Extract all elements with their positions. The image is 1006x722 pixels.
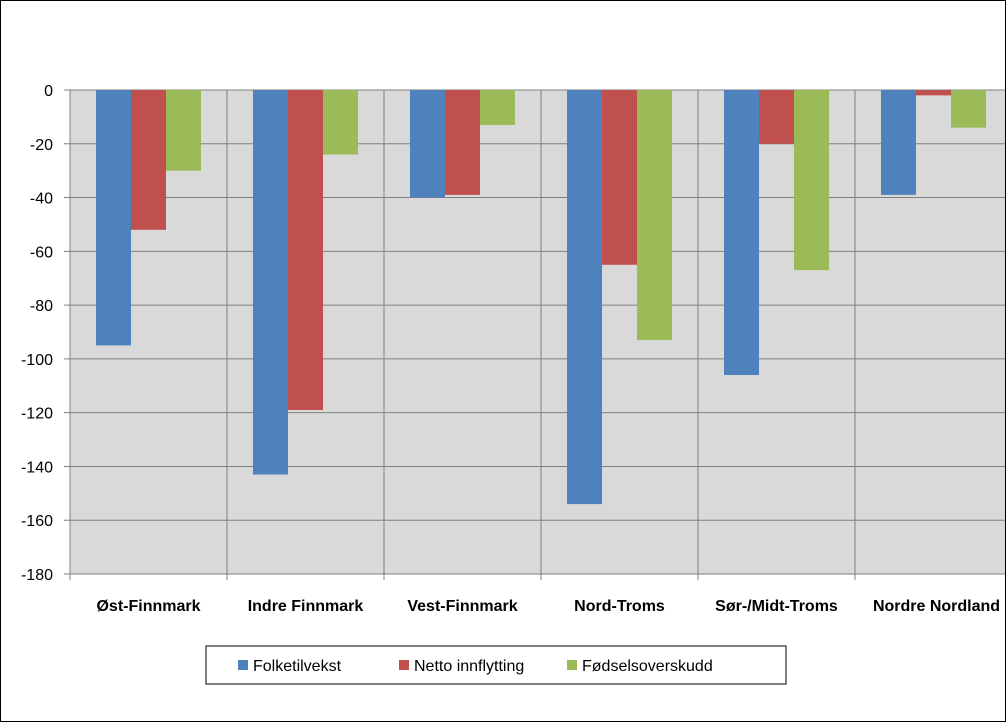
x-category-label: Nordre Nordland <box>873 598 1000 615</box>
bar-folketilvekst <box>881 90 916 195</box>
legend-swatch <box>567 660 577 670</box>
axes: 0 -20 -40 -60 -80 -100 -120 -140 -160 -180 Øst-Fin… <box>21 83 1000 615</box>
bar-f-dselsoverskudd <box>323 90 358 155</box>
y-tick-label: -120 <box>21 406 53 423</box>
x-category-label: Indre Finnmark <box>248 598 364 615</box>
x-category-label: Øst-Finnmark <box>96 598 200 615</box>
y-tick-label: -20 <box>30 137 53 154</box>
y-tick-label: -40 <box>30 191 53 208</box>
y-tick-label: -80 <box>30 298 53 315</box>
bar-netto-innflytting <box>445 90 480 195</box>
y-tick-label: 0 <box>44 83 53 100</box>
legend-swatch <box>238 660 248 670</box>
bar-f-dselsoverskudd <box>480 90 515 125</box>
legend-box <box>205 645 787 685</box>
x-category-label: Vest-Finnmark <box>407 598 517 615</box>
bar-netto-innflytting <box>131 90 166 230</box>
legend-label: Fødselsoverskudd <box>582 658 713 675</box>
y-tick-label: -60 <box>30 244 53 261</box>
bar-netto-innflytting <box>916 90 951 96</box>
bar-f-dselsoverskudd <box>951 90 986 128</box>
y-tick-label: -100 <box>21 352 53 369</box>
bar-folketilvekst <box>567 90 602 505</box>
y-tick-label: -160 <box>21 513 53 530</box>
y-tick-label: -180 <box>21 567 53 584</box>
bar-folketilvekst <box>724 90 759 376</box>
legend: Folketilvekst Netto innflytting Fødselsove… <box>205 645 787 685</box>
bar-netto-innflytting <box>288 90 323 410</box>
plot-background <box>70 90 1005 574</box>
x-category-label: Sør-/Midt-Troms <box>715 598 838 615</box>
bar-f-dselsoverskudd <box>637 90 672 341</box>
y-tick-label: -140 <box>21 459 53 476</box>
bar-f-dselsoverskudd <box>166 90 201 171</box>
bar-netto-innflytting <box>602 90 637 265</box>
plot-area <box>64 89 1005 580</box>
bar-folketilvekst <box>253 90 288 475</box>
x-category-label: Nord-Troms <box>574 598 665 615</box>
bar-folketilvekst <box>96 90 131 346</box>
bar-netto-innflytting <box>759 90 794 144</box>
legend-label: Netto innflytting <box>414 658 524 675</box>
legend-label: Folketilvekst <box>253 658 342 675</box>
legend-swatch <box>399 660 409 670</box>
bars <box>96 90 986 505</box>
bar-folketilvekst <box>410 90 445 198</box>
bar-f-dselsoverskudd <box>794 90 829 271</box>
